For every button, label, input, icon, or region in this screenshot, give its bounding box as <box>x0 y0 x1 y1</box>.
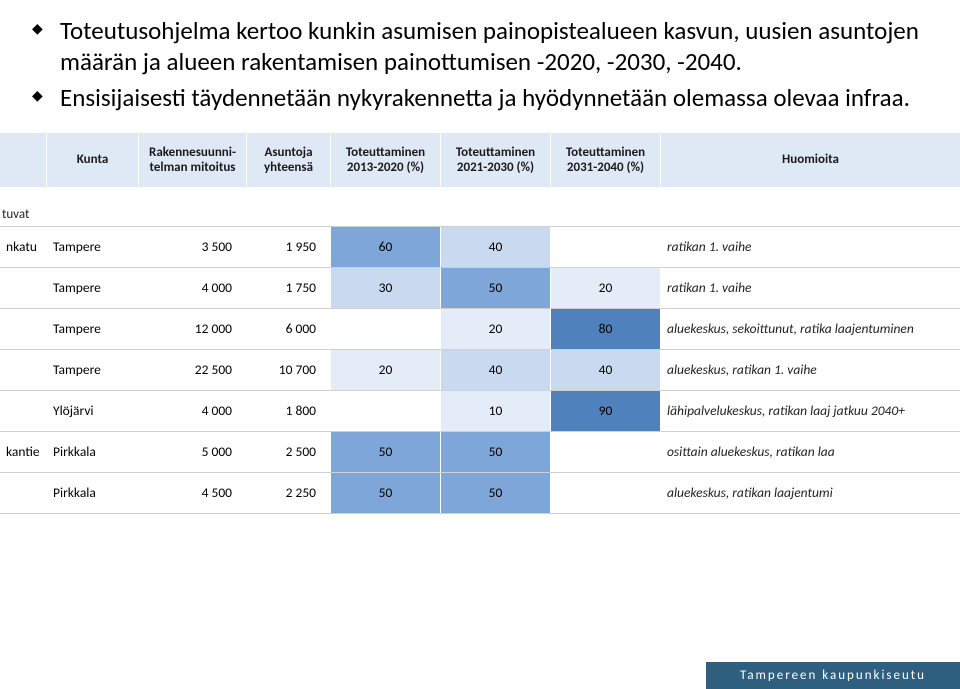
col-t3: Toteuttaminen 2031-2040 (%) <box>550 133 660 187</box>
table-cell: 2 500 <box>246 432 330 472</box>
table-cell: Tampere <box>46 268 138 308</box>
table-cell: ratikan 1. vaihe <box>660 268 960 308</box>
table-cell: 50 <box>440 432 550 472</box>
table-cell: 20 <box>440 309 550 349</box>
table-cell <box>330 309 440 349</box>
section-label: tuvat <box>2 207 29 222</box>
table-row: Tampere22 50010 700204040aluekeskus, rat… <box>0 350 960 391</box>
table-cell: Pirkkala <box>46 432 138 472</box>
table-cell: 10 <box>440 391 550 431</box>
bullet-mark: ◆ <box>32 20 43 37</box>
col-t1: Toteuttaminen 2013-2020 (%) <box>330 133 440 187</box>
table-cell: 20 <box>330 350 440 390</box>
table-cell: 4 000 <box>138 268 246 308</box>
table-body: nkatuTampere3 5001 9506040ratikan 1. vai… <box>0 227 960 514</box>
table-cell: Tampere <box>46 350 138 390</box>
col-kunta: Kunta <box>46 133 138 187</box>
table-cell: Tampere <box>46 309 138 349</box>
bullet-item: ◆ Ensisijaisesti täydennetään nykyrakenn… <box>60 83 920 114</box>
table-cell: 50 <box>440 268 550 308</box>
table-cell <box>0 268 46 308</box>
table-cell: kantie <box>0 432 46 472</box>
table-cell: 2 250 <box>246 473 330 513</box>
table-cell <box>0 309 46 349</box>
col-huom: Huomioita <box>660 133 960 187</box>
table-cell: Tampere <box>46 227 138 267</box>
table-cell: Pirkkala <box>46 473 138 513</box>
table-cell: 22 500 <box>138 350 246 390</box>
table-cell: 40 <box>440 227 550 267</box>
bullet-text: Toteutusohjelma kertoo kunkin asumisen p… <box>60 15 919 77</box>
table-cell: lähipalvelukeskus, ratikan laaj jatkuu 2… <box>660 391 960 431</box>
table-cell <box>550 432 660 472</box>
bullet-text: Ensisijaisesti täydennetään nykyrakennet… <box>60 82 910 113</box>
table-cell <box>0 473 46 513</box>
bullet-mark: ◆ <box>32 87 43 104</box>
table-cell: 30 <box>330 268 440 308</box>
table-cell: 50 <box>440 473 550 513</box>
table-cell: 40 <box>440 350 550 390</box>
table-cell: 4 500 <box>138 473 246 513</box>
table-cell <box>550 473 660 513</box>
table-cell: ratikan 1. vaihe <box>660 227 960 267</box>
bullet-item: ◆ Toteutusohjelma kertoo kunkin asumisen… <box>60 16 920 77</box>
table-cell: 20 <box>550 268 660 308</box>
table-header-row: Kunta Rakennesuunni-telman mitoitus Asun… <box>0 132 960 188</box>
col-mitoitus: Rakennesuunni-telman mitoitus <box>138 133 246 187</box>
table-cell: 5 000 <box>138 432 246 472</box>
table-cell: aluekeskus, ratikan laajentumi <box>660 473 960 513</box>
table-cell: 50 <box>330 473 440 513</box>
table-cell <box>550 227 660 267</box>
table-cell: 10 700 <box>246 350 330 390</box>
table-row: Tampere4 0001 750305020ratikan 1. vaihe <box>0 268 960 309</box>
bullet-list: ◆ Toteutusohjelma kertoo kunkin asumisen… <box>0 16 960 114</box>
table-cell: 3 500 <box>138 227 246 267</box>
table-cell <box>0 350 46 390</box>
footer-bar: Tampereen kaupunkiseutu <box>706 662 960 689</box>
table-cell: 4 000 <box>138 391 246 431</box>
table-cell: osittain aluekeskus, ratikan laa <box>660 432 960 472</box>
col-t2: Toteuttaminen 2021-2030 (%) <box>440 133 550 187</box>
col-alue <box>0 133 46 187</box>
slide-page: ◆ Toteutusohjelma kertoo kunkin asumisen… <box>0 0 960 689</box>
table-cell: 1 750 <box>246 268 330 308</box>
implementation-table: Kunta Rakennesuunni-telman mitoitus Asun… <box>0 132 960 514</box>
col-asuntoja: Asuntoja yhteensä <box>246 133 330 187</box>
table-row: nkatuTampere3 5001 9506040 ratikan 1. vai… <box>0 227 960 268</box>
table-row: Tampere12 0006 000 2080aluekeskus, sekoit… <box>0 309 960 350</box>
table-cell: 12 000 <box>138 309 246 349</box>
table-cell: 90 <box>550 391 660 431</box>
table-cell: nkatu <box>0 227 46 267</box>
table-cell: 40 <box>550 350 660 390</box>
table-cell <box>0 391 46 431</box>
table-row: Ylöjärvi4 0001 800 1090lähipalvelukeskus,… <box>0 391 960 432</box>
footer-text: Tampereen kaupunkiseutu <box>740 668 926 683</box>
table-cell: 1 950 <box>246 227 330 267</box>
table-cell: aluekeskus, ratikan 1. vaihe <box>660 350 960 390</box>
table-cell: 50 <box>330 432 440 472</box>
table-cell: Ylöjärvi <box>46 391 138 431</box>
table-cell: 60 <box>330 227 440 267</box>
table-row: Pirkkala4 5002 2505050aluekeskus, ratika… <box>0 473 960 514</box>
table-cell: 1 800 <box>246 391 330 431</box>
section-row: tuvat <box>0 188 960 227</box>
table-cell: 80 <box>550 309 660 349</box>
table-cell: 6 000 <box>246 309 330 349</box>
table-cell: aluekeskus, sekoittunut, ratika laajentu… <box>660 309 960 349</box>
table-cell <box>330 391 440 431</box>
table-row: kantiePirkkala5 0002 5005050osittain alu… <box>0 432 960 473</box>
